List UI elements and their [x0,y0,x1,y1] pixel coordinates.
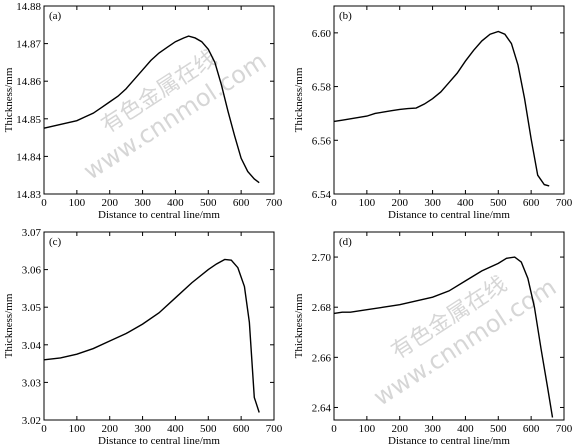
x-tick-label: 100 [359,197,376,209]
panel-label: (a) [49,10,62,22]
y-tick-label: 14.88 [16,1,41,13]
x-tick-label: 500 [200,197,217,209]
x-tick-label: 500 [200,423,217,435]
x-tick-label: 0 [331,423,337,435]
chart-panel-2: 0 100 200 300 400 500 600 700 6.54 6.56 6.58 6.60 Di… [293,5,573,221]
x-tick-label: 0 [331,197,337,209]
plot-frame [43,5,275,195]
x-axis-label: Distance to central line/mm [98,435,220,447]
y-tick-label: 3.02 [22,415,41,427]
x-tick-label: 0 [41,423,47,435]
x-tick-label: 600 [233,423,250,435]
x-tick-label: 600 [523,423,540,435]
y-tick-label: 6.54 [312,189,332,201]
y-axis-label: Thickness/mm [293,293,305,358]
x-tick-label: 300 [134,423,151,435]
x-tick-label: 700 [266,423,283,435]
series-line-1 [333,30,550,187]
x-tick-label: 100 [359,423,376,435]
plot-frame [333,231,565,421]
x-tick-label: 400 [457,197,474,209]
x-tick-label: 500 [490,423,507,435]
y-tick-label: 6.56 [312,135,332,147]
y-tick-label: 6.60 [312,28,332,40]
x-tick-label: 600 [233,197,250,209]
x-tick-label: 300 [424,197,441,209]
x-tick-label: 200 [391,197,408,209]
x-tick-label: 600 [523,197,540,209]
x-axis-label: Distance to central line/mm [388,435,510,447]
x-tick-label: 100 [69,197,86,209]
chart-panel-3: 0 100 200 300 400 500 600 700 3.02 3.03 3.04 3.05 3.… [3,227,283,447]
panel-label: (c) [49,236,62,248]
y-tick-label: 2.68 [312,302,332,314]
y-tick-label: 3.04 [22,340,42,352]
y-tick-label: 14.85 [16,114,41,126]
y-axis-label: Thickness/mm [3,293,15,358]
x-tick-label: 300 [134,197,151,209]
panel-label: (d) [339,236,352,248]
plot-frame [333,5,565,195]
x-tick-label: 200 [391,423,408,435]
x-tick-label: 0 [41,197,47,209]
y-tick-label: 2.66 [312,352,332,364]
x-tick-label: 500 [490,197,507,209]
plot-frame [43,231,275,421]
x-tick-label: 700 [266,197,283,209]
y-axis-label: Thickness/mm [293,67,305,132]
x-tick-label: 300 [424,423,441,435]
x-tick-label: 400 [167,423,184,435]
y-tick-label: 3.07 [22,227,42,239]
x-tick-label: 200 [101,197,118,209]
y-tick-label: 14.84 [16,151,41,163]
y-tick-label: 14.86 [16,76,41,88]
x-axis-label: Distance to central line/mm [98,209,220,221]
y-tick-label: 3.03 [22,377,42,389]
series-line-1 [43,35,260,184]
y-axis-label: Thickness/mm [3,67,15,132]
x-tick-label: 200 [101,423,118,435]
x-tick-label: 400 [167,197,184,209]
series-line-1 [333,256,554,418]
y-tick-label: 2.70 [312,252,332,264]
x-axis-label: Distance to central line/mm [388,209,510,221]
y-tick-label: 3.05 [22,302,42,314]
y-tick-label: 2.64 [312,402,332,414]
y-tick-label: 6.58 [312,82,332,94]
panel-label: (b) [339,10,352,22]
y-tick-label: 3.06 [22,265,42,277]
y-tick-label: 14.87 [16,39,41,51]
x-tick-label: 700 [556,423,573,435]
x-tick-label: 700 [556,197,573,209]
y-tick-label: 14.83 [16,189,41,201]
series-line-1 [43,258,260,413]
x-tick-label: 100 [69,423,86,435]
x-tick-label: 400 [457,423,474,435]
